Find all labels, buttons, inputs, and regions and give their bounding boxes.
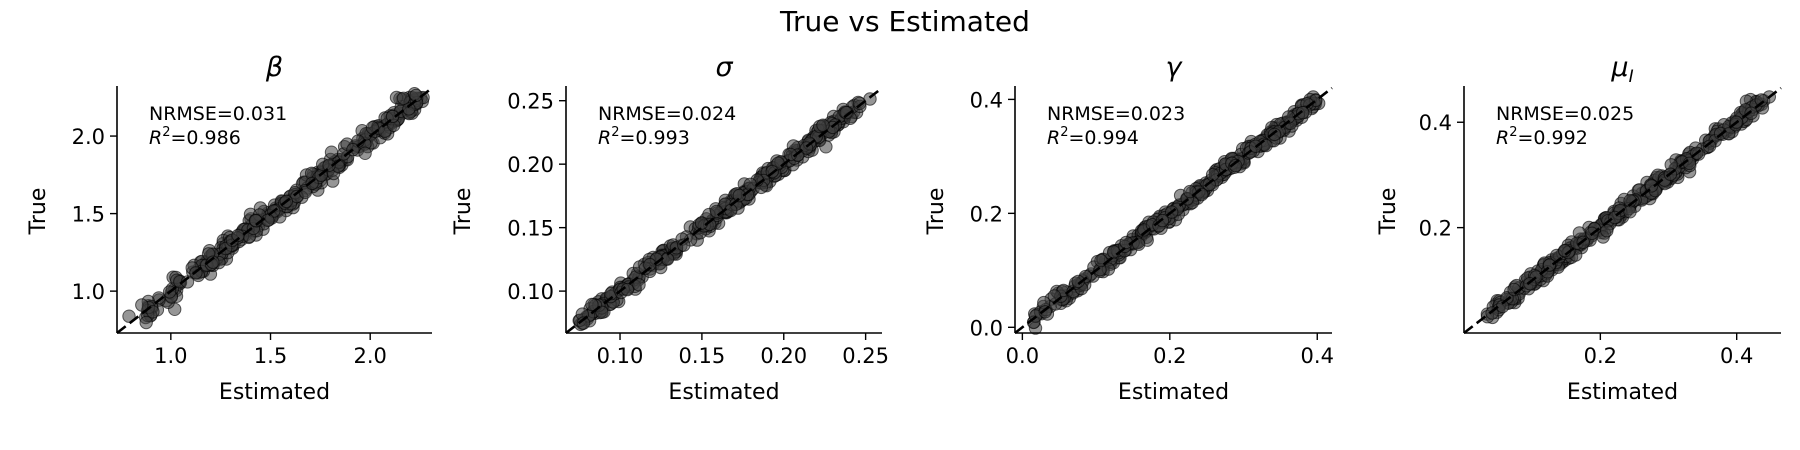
nrmse-annotation: NRMSE=0.031: [149, 103, 287, 125]
y-tick-label: 1.5: [72, 203, 105, 227]
scatter-point: [724, 203, 738, 218]
x-tick-label: 0.20: [760, 344, 807, 368]
r2-superscript: 2: [611, 125, 619, 140]
y-axis-label: True: [451, 188, 476, 236]
nrmse-annotation: NRMSE=0.024: [598, 103, 736, 125]
y-axis-label: True: [924, 188, 949, 236]
y-tick-label: 0.10: [507, 280, 554, 304]
scatter-point: [1094, 253, 1108, 268]
scatter-point: [1744, 106, 1758, 120]
y-axis-label: True: [26, 188, 51, 236]
r2-annotation: R2=0.993: [598, 125, 690, 149]
r2-superscript: 2: [162, 125, 170, 140]
identity-line: [1014, 86, 1333, 335]
x-axis-label: Estimated: [219, 380, 330, 405]
scatter-point: [324, 145, 339, 159]
scatter-point: [595, 305, 609, 319]
x-axis-label: Estimated: [1118, 380, 1229, 405]
r2-annotation: R2=0.994: [1047, 125, 1139, 149]
r2-superscript: 2: [1509, 125, 1517, 140]
x-tick-label: 1.5: [254, 344, 287, 368]
identity-line: [565, 86, 883, 335]
y-tick-label: 0.4: [1419, 111, 1452, 135]
x-tick-label: 1.0: [154, 344, 187, 368]
scatter-point: [322, 158, 336, 173]
scatter-point: [1267, 127, 1282, 142]
scatter-point: [585, 297, 599, 312]
r2-value: =0.992: [1517, 127, 1587, 149]
panel-2: 0.10 0.15 0.20 0.25 0.10 0.15 0.20 0.25 Estimate…: [451, 52, 889, 405]
panels: 1.0 1.5 2.0 1.0 1.5 2.0 Estimated True β NRMSE=0.…: [26, 52, 1782, 405]
x-tick-label: 0.25: [842, 344, 889, 368]
r2-value: =0.993: [619, 127, 689, 149]
scatter-point: [139, 315, 153, 330]
y-tick-label: 0.20: [507, 153, 554, 177]
scatter-point: [1228, 158, 1243, 173]
panel-title: γ: [1166, 52, 1184, 83]
x-tick-label: 0.10: [597, 344, 644, 368]
panel-3: 0.0 0.2 0.4 0.0 0.2 0.4 Estimated True γ NRMSE=0.…: [924, 52, 1334, 405]
y-tick-label: 0.0: [970, 316, 1003, 340]
panel-title: β: [265, 52, 283, 83]
scatter-point: [677, 238, 691, 252]
scatter-point: [839, 105, 853, 120]
r2-value: =0.986: [170, 127, 240, 149]
scatter-point: [1623, 205, 1637, 219]
scatter-point: [402, 102, 416, 116]
scatter-point: [632, 278, 646, 292]
r2-superscript: 2: [1060, 125, 1068, 140]
panel-title: σ: [715, 52, 733, 83]
y-tick-label: 0.2: [1419, 217, 1452, 241]
r2-value: =0.994: [1068, 127, 1138, 149]
y-axis-label: True: [1376, 188, 1401, 236]
scatter-points: [122, 87, 430, 330]
r2-annotation: R2=0.992: [1496, 125, 1588, 149]
y-tick-label: 1.0: [72, 280, 105, 304]
nrmse-annotation: NRMSE=0.023: [1047, 103, 1185, 125]
x-tick-label: 0.2: [1584, 344, 1617, 368]
panel-4: 0.2 0.4 0.2 0.4 Estimated True μI NRMSE=0.025R2…: [1376, 52, 1782, 405]
identity-line: [116, 86, 433, 335]
panel-title: μI: [1610, 52, 1633, 87]
scatter-point: [135, 298, 149, 312]
scatter-point: [819, 140, 833, 154]
x-axis-label: Estimated: [668, 380, 779, 405]
r2-symbol: R: [149, 127, 162, 149]
scatter-point: [732, 188, 746, 203]
x-tick-label: 0.15: [679, 344, 726, 368]
y-tick-label: 0.2: [970, 202, 1003, 226]
scatter-point: [1195, 187, 1209, 202]
r2-annotation: R2=0.986: [149, 125, 241, 149]
r2-symbol: R: [598, 127, 611, 149]
x-tick-label: 0.2: [1153, 344, 1186, 368]
scatter-point: [576, 316, 591, 330]
panel-1: 1.0 1.5 2.0 1.0 1.5 2.0 Estimated True β NRMSE=0.…: [26, 52, 433, 405]
r2-symbol: R: [1496, 127, 1509, 149]
scatter-point: [358, 146, 372, 161]
scatter-point: [122, 309, 136, 323]
y-tick-label: 2.0: [72, 125, 105, 149]
scatter-point: [1702, 139, 1717, 154]
y-tick-label: 0.15: [507, 217, 554, 241]
y-tick-label: 0.25: [507, 90, 554, 114]
x-tick-label: 0.4: [1301, 344, 1334, 368]
identity-line: [1463, 86, 1782, 335]
r2-symbol: R: [1047, 127, 1060, 149]
x-tick-label: 0.4: [1720, 344, 1753, 368]
scatter-point: [1600, 224, 1614, 238]
panel-title-subscript: I: [1629, 67, 1634, 87]
scatter-point: [1754, 93, 1769, 107]
scatter-point: [1071, 274, 1085, 289]
scatter-point: [816, 118, 830, 132]
x-tick-label: 0.0: [1006, 344, 1039, 368]
y-tick-label: 0.4: [970, 88, 1003, 112]
x-axis-label: Estimated: [1567, 380, 1678, 405]
x-tick-label: 2.0: [353, 344, 386, 368]
nrmse-annotation: NRMSE=0.025: [1496, 103, 1634, 125]
figure-title: True vs Estimated: [779, 5, 1030, 38]
scatter-point: [1296, 105, 1310, 120]
